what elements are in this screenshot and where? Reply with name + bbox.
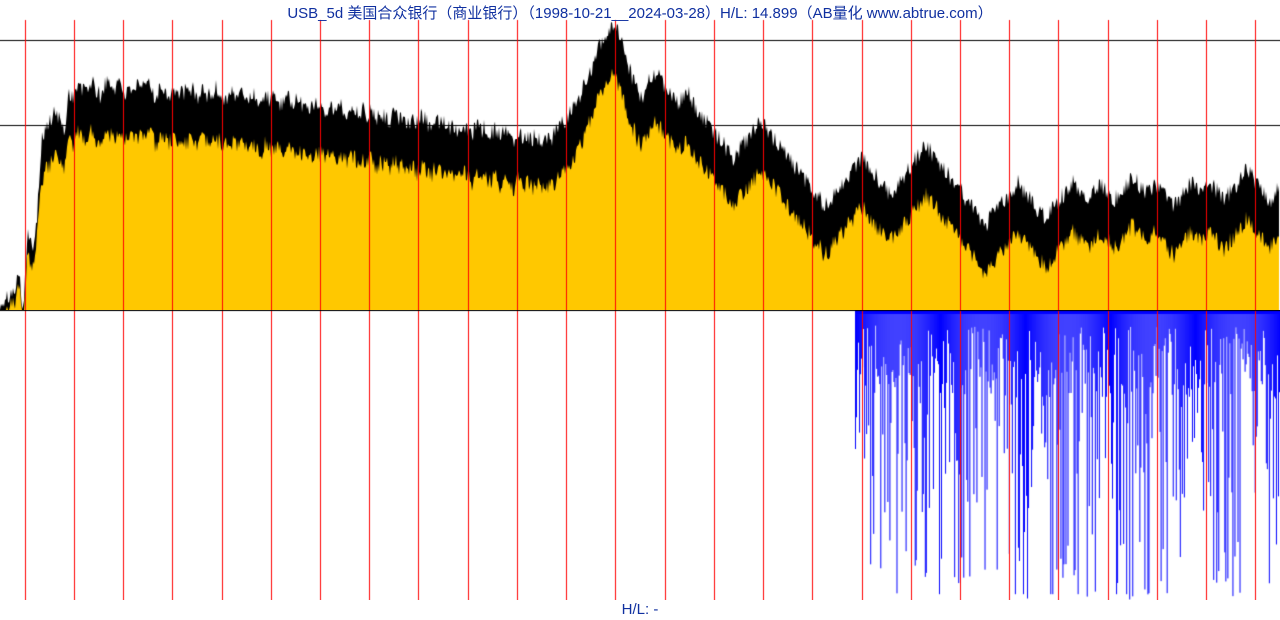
- bottom-hl-label: H/L: -: [0, 601, 1280, 618]
- chart-title: USB_5d 美国合众银行（商业银行）（1998-10-21__2024-03-…: [0, 2, 1280, 23]
- price-area-chart: [0, 0, 1280, 310]
- volume-bar-chart: [0, 310, 1280, 600]
